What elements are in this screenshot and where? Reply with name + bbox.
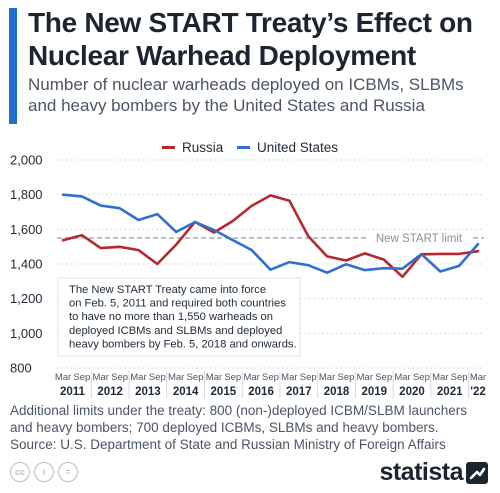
y-tick-label: 2,000 <box>10 153 43 168</box>
legend-label-russia: Russia <box>182 140 224 155</box>
x-tick-label: Sep <box>300 372 317 383</box>
x-year-label: 2014 <box>173 386 199 398</box>
x-tick-label: Mar <box>130 372 146 383</box>
x-tick-label: Mar <box>93 372 109 383</box>
x-tick-label: Sep <box>413 372 430 383</box>
x-tick-label: Sep <box>111 372 128 383</box>
title-accent-bar <box>9 8 17 124</box>
x-tick-label: Sep <box>73 372 90 383</box>
x-tick-label: Mar <box>470 372 486 383</box>
x-year-label: 2021 <box>437 386 463 398</box>
y-tick-label: 1,800 <box>10 187 43 202</box>
x-tick-label: Mar <box>432 372 448 383</box>
series-line-united-states <box>61 193 480 274</box>
x-tick-label: Sep <box>375 372 392 383</box>
x-year-label: 2015 <box>211 386 237 398</box>
cc-icon[interactable]: cc <box>10 462 30 482</box>
y-tick-label: 1,400 <box>10 257 43 272</box>
x-year-label: '22 <box>470 386 486 398</box>
x-tick-label: Mar <box>168 372 184 383</box>
x-year-label: 2012 <box>97 386 123 398</box>
x-tick-label: Mar <box>243 372 259 383</box>
chart-title: The New START Treaty’s Effect on Nuclear… <box>28 7 473 71</box>
x-tick-label: Mar <box>319 372 335 383</box>
x-year-label: 2020 <box>399 386 425 398</box>
x-year-label: 2016 <box>248 386 274 398</box>
reference-line-label: New START limit <box>376 233 463 245</box>
legend-swatch-united-states <box>237 146 250 149</box>
y-tick-label: 800 <box>10 361 32 376</box>
x-tick-label: Sep <box>224 372 241 383</box>
license-icons[interactable]: cc i = <box>10 462 78 482</box>
chart-subtitle: Number of nuclear warheads deployed on I… <box>28 75 464 115</box>
source-note: Source: U.S. Department of State and Rus… <box>10 437 446 452</box>
y-tick-label: 1,600 <box>10 222 43 237</box>
x-year-label: 2013 <box>135 386 161 398</box>
x-tick-label: Mar <box>394 372 410 383</box>
series-line-russia <box>61 194 480 279</box>
legend-label-united-states: United States <box>257 140 339 155</box>
x-tick-label: Mar <box>357 372 373 383</box>
legend-swatch-russia <box>162 146 175 149</box>
reference-label-bg <box>366 231 473 244</box>
x-year-label: 2011 <box>60 386 86 398</box>
x-tick-label: Sep <box>262 372 279 383</box>
footnote: Additional limits under the treaty: 800 … <box>10 403 467 435</box>
x-year-label: 2019 <box>361 386 387 398</box>
x-tick-label: Sep <box>149 372 166 383</box>
x-year-label: 2017 <box>286 386 312 398</box>
x-tick-label: Mar <box>55 372 71 383</box>
by-icon[interactable]: i <box>34 462 54 482</box>
brand-name: statista <box>379 458 463 486</box>
x-tick-label: Mar <box>281 372 297 383</box>
x-tick-label: Sep <box>451 372 468 383</box>
equals-icon[interactable]: = <box>58 462 78 482</box>
chart-legend: Russia United States <box>0 140 500 158</box>
statista-logo[interactable]: statista <box>379 458 488 487</box>
x-tick-label: Mar <box>206 372 222 383</box>
legend-item-united-states: United States <box>237 140 338 155</box>
x-year-label: 2018 <box>324 386 350 398</box>
x-tick-label: Sep <box>338 372 355 383</box>
legend-item-russia: Russia <box>162 140 223 155</box>
annotation-box <box>57 277 301 357</box>
y-tick-label: 1,000 <box>10 326 43 341</box>
statista-mark-icon <box>466 461 488 484</box>
y-tick-label: 1,200 <box>10 291 43 306</box>
annotation-text: The New START Treaty came into force on F… <box>69 284 297 350</box>
x-tick-label: Sep <box>187 372 204 383</box>
